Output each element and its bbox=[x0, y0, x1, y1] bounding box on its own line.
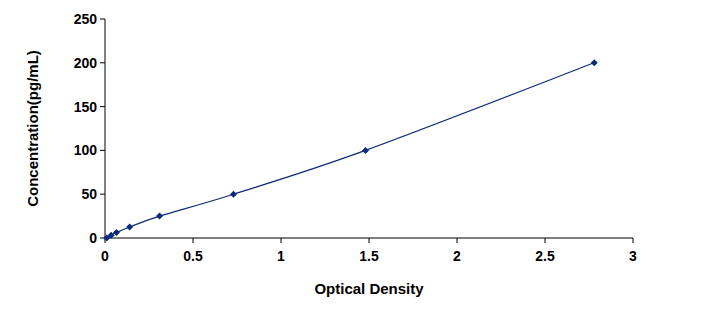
y-tick bbox=[100, 106, 105, 107]
y-tick-label: 0 bbox=[89, 230, 97, 246]
y-tick-label: 50 bbox=[81, 186, 97, 202]
point bbox=[126, 224, 133, 231]
x-tick bbox=[281, 238, 282, 243]
x-tick bbox=[633, 238, 634, 243]
x-tick bbox=[193, 238, 194, 243]
x-tick-label: 3 bbox=[629, 248, 637, 264]
y-tick bbox=[100, 150, 105, 151]
y-tick bbox=[100, 62, 105, 63]
x-tick-label: 1.5 bbox=[359, 248, 379, 264]
x-tick bbox=[369, 238, 370, 243]
y-axis-title: Concentration(pg/mL) bbox=[24, 50, 41, 207]
point bbox=[230, 191, 237, 198]
x-tick bbox=[457, 238, 458, 243]
y-tick bbox=[100, 19, 105, 20]
y-tick-label: 250 bbox=[74, 11, 98, 27]
point bbox=[362, 147, 369, 154]
y-tick bbox=[100, 194, 105, 195]
chart-container: 0 50 100 150 200 250 0 0.5 1 1.5 2 2.5 3 Optical Dens… bbox=[0, 0, 720, 316]
y-tick-label: 100 bbox=[74, 142, 98, 158]
x-tick-label: 0 bbox=[101, 248, 109, 264]
background bbox=[0, 0, 720, 316]
chart: 0 50 100 150 200 250 0 0.5 1 1.5 2 2.5 3 Optical Dens… bbox=[0, 0, 720, 316]
curve bbox=[107, 63, 595, 238]
x-tick-label: 2 bbox=[453, 248, 461, 264]
x-tick-label: 0.5 bbox=[183, 248, 203, 264]
point bbox=[591, 59, 598, 66]
x-tick-label: 1 bbox=[277, 248, 285, 264]
x-tick-label: 2.5 bbox=[535, 248, 555, 264]
x-tick bbox=[545, 238, 546, 243]
x-axis-title: Optical Density bbox=[314, 280, 424, 297]
y-tick-label: 200 bbox=[74, 55, 98, 71]
point bbox=[156, 213, 163, 220]
y-tick-label: 150 bbox=[74, 99, 98, 115]
point bbox=[113, 229, 120, 236]
y-axis bbox=[105, 19, 106, 238]
plot-area bbox=[103, 59, 598, 241]
